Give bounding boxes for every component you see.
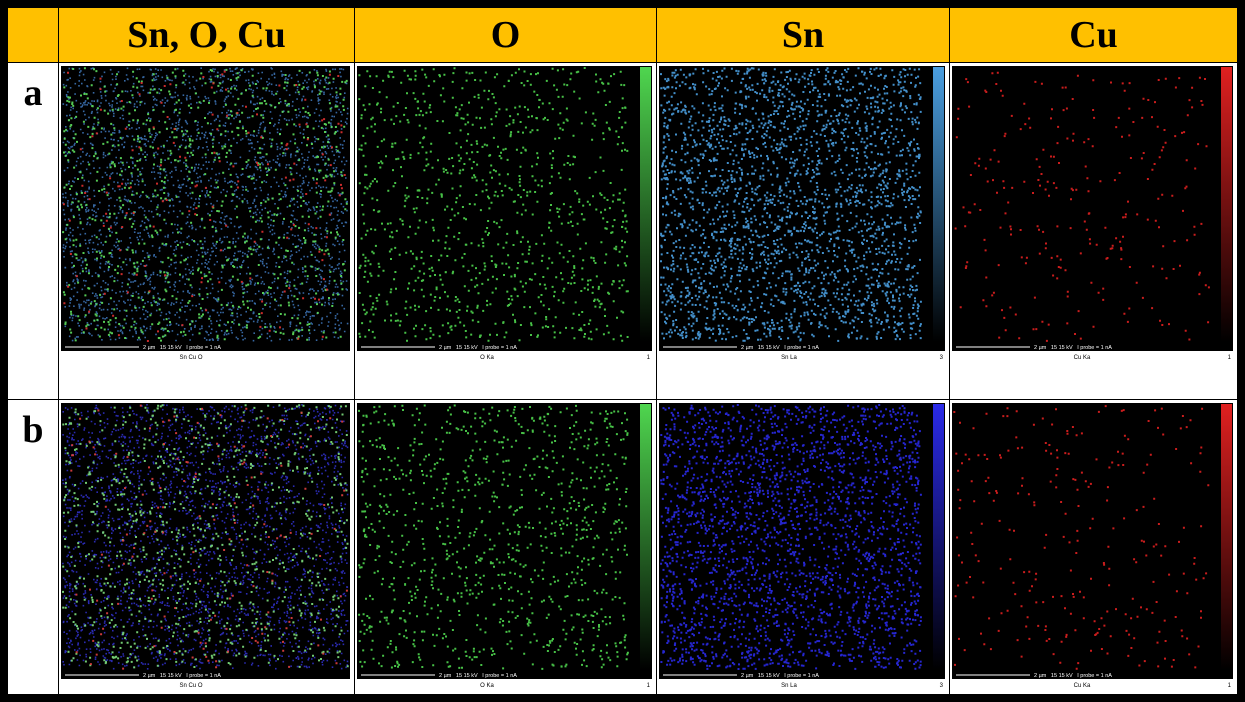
map-image: 3 2 µm 15 15 kV I probe = 1 nA Sn La [657,63,949,399]
row-label: a [8,63,58,399]
map-background [357,403,652,679]
map-label: Sn La [781,355,797,361]
colorbar-max: 1 [647,355,651,361]
colorbar [1221,404,1232,670]
map-image: 3 2 µm 15 15 kV I probe = 1 nA Sn La [657,400,949,694]
figure-table: Sn, O, CuOSnCua2 µm 15 15 kV I probe = 1… [0,0,1245,702]
map-image: 1 2 µm 15 15 kV I probe = 1 nA Cu Ka [950,63,1237,399]
scale-bar-text: 2 µm 15 15 kV I probe = 1 nA [741,345,819,351]
map-image: 2 µm 15 15 kV I probe = 1 nA Sn Cu O [59,63,354,399]
column-header: Sn, O, Cu [59,8,354,62]
map-label: Sn Cu O [179,355,202,361]
scale-bar-text: 2 µm 15 15 kV I probe = 1 nA [143,673,221,679]
scale-bar-text: 2 µm 15 15 kV I probe = 1 nA [741,673,819,679]
map-background [61,66,350,351]
map-panel: 1 2 µm 15 15 kV I probe = 1 nA O Ka [355,400,656,694]
scale-bar-text: 2 µm 15 15 kV I probe = 1 nA [1034,345,1112,351]
map-label: Sn Cu O [179,683,202,689]
map-background [357,66,652,351]
colorbar-max: 1 [1228,683,1232,689]
colorbar-max: 1 [647,683,651,689]
map-image: 1 2 µm 15 15 kV I probe = 1 nA O Ka [355,400,656,694]
map-panel: 1 2 µm 15 15 kV I probe = 1 nA Cu Ka [950,400,1237,694]
colorbar [1221,67,1232,342]
map-image: 1 2 µm 15 15 kV I probe = 1 nA Cu Ka [950,400,1237,694]
map-background [952,66,1233,351]
map-panel: 3 2 µm 15 15 kV I probe = 1 nA Sn La [657,400,949,694]
scale-bar-text: 2 µm 15 15 kV I probe = 1 nA [1034,673,1112,679]
colorbar [933,404,944,670]
scale-bar-text: 2 µm 15 15 kV I probe = 1 nA [143,345,221,351]
row-label: b [8,400,58,694]
map-panel: 3 2 µm 15 15 kV I probe = 1 nA Sn La [657,63,949,399]
column-header: Sn [657,8,949,62]
map-label: Cu Ka [1074,683,1091,689]
colorbar [933,67,944,342]
colorbar-max: 1 [1228,355,1232,361]
map-image: 1 2 µm 15 15 kV I probe = 1 nA O Ka [355,63,656,399]
scale-bar-text: 2 µm 15 15 kV I probe = 1 nA [439,673,517,679]
column-header: Cu [950,8,1237,62]
map-label: Sn La [781,683,797,689]
map-panel: 2 µm 15 15 kV I probe = 1 nA Sn Cu O [59,400,354,694]
map-label: O Ka [480,683,494,689]
map-label: Cu Ka [1074,355,1091,361]
map-label: O Ka [480,355,494,361]
colorbar [640,404,651,670]
colorbar [640,67,651,342]
map-image: 2 µm 15 15 kV I probe = 1 nA Sn Cu O [59,400,354,694]
map-background [952,403,1233,679]
scale-bar-text: 2 µm 15 15 kV I probe = 1 nA [439,345,517,351]
colorbar-max: 3 [940,355,944,361]
map-panel: 1 2 µm 15 15 kV I probe = 1 nA O Ka [355,63,656,399]
column-header: O [355,8,656,62]
map-panel: 2 µm 15 15 kV I probe = 1 nA Sn Cu O [59,63,354,399]
header-corner [8,8,58,62]
colorbar-max: 3 [940,683,944,689]
map-panel: 1 2 µm 15 15 kV I probe = 1 nA Cu Ka [950,63,1237,399]
